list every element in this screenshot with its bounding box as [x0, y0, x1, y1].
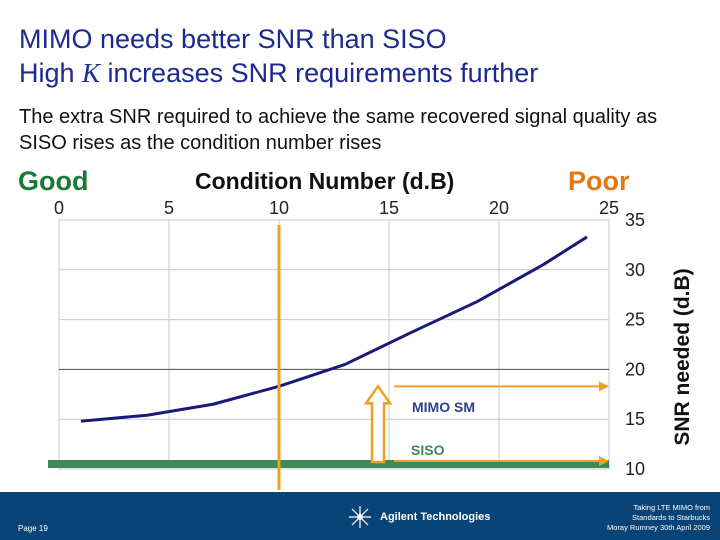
chart-annotations: [277, 225, 609, 490]
poor-label: Poor: [568, 166, 630, 196]
mimo-level-arrowhead: [599, 381, 609, 392]
footer-bar: Page 19 Agilent Technologies Taking LTE …: [0, 492, 720, 540]
snr-increase-arrow: [363, 384, 393, 464]
x-tick-label: 15: [379, 198, 399, 218]
x-tick-label: 20: [489, 198, 509, 218]
footer-note: Taking LTE MIMO from Standards to Starbu…: [585, 503, 710, 533]
footer-note-line-3: Moray Rumney 30th April 2009: [607, 523, 710, 532]
y-tick-labels: 35 30 25 20 15 10: [625, 210, 645, 479]
y-tick-label: 15: [625, 409, 645, 429]
y-tick-label: 25: [625, 310, 645, 330]
title-line-2: High K increases SNR requirements furthe…: [19, 56, 538, 90]
slide-subtitle: The extra SNR required to achieve the sa…: [19, 106, 658, 154]
x-tick-label: 25: [599, 198, 619, 218]
y-tick-label: 30: [625, 260, 645, 280]
x-axis-title: Condition Number (d.B): [195, 168, 455, 194]
mimo-sm-curve: [80, 235, 588, 423]
x-tick-label: 0: [54, 198, 64, 218]
x-tick-labels: 0 5 10 15 20 25: [54, 198, 619, 218]
footer-note-line-1: Taking LTE MIMO from: [633, 503, 710, 512]
good-label: Good: [18, 166, 89, 196]
page-number: Page 19: [18, 524, 48, 533]
title-k-symbol: K: [82, 58, 101, 88]
title-line-2-pre: High: [19, 58, 83, 88]
y-axis-title: SNR needed (d.B): [671, 268, 694, 446]
slide-title: MIMO needs better SNR than SISO High K i…: [19, 22, 538, 90]
chart-grid: [58, 219, 610, 470]
y-tick-label: 35: [625, 210, 645, 230]
siso-series-label: SISO: [411, 442, 445, 458]
title-line-2-post: increases SNR requirements further: [100, 58, 539, 88]
plot-frame: [58, 219, 610, 470]
y-tick-label: 20: [625, 359, 645, 379]
company-name: Agilent Technologies: [380, 511, 491, 523]
agilent-spark-icon: [349, 506, 371, 528]
company-logo: Agilent Technologies: [343, 504, 523, 530]
x-tick-label: 10: [269, 198, 289, 218]
footer-note-line-2: Standards to Starbucks: [632, 513, 710, 522]
chart-series: [48, 235, 609, 469]
title-line-1: MIMO needs better SNR than SISO: [19, 24, 447, 54]
siso-level-arrowhead: [599, 456, 609, 467]
mimo-sm-series-label: MIMO SM: [412, 399, 475, 415]
snr-chart: 0 5 10 15 20 25 35 30 25 20 15 10 MIMO SM SISO: [48, 198, 645, 490]
y-tick-label: 10: [625, 459, 645, 479]
x-tick-label: 5: [164, 198, 174, 218]
